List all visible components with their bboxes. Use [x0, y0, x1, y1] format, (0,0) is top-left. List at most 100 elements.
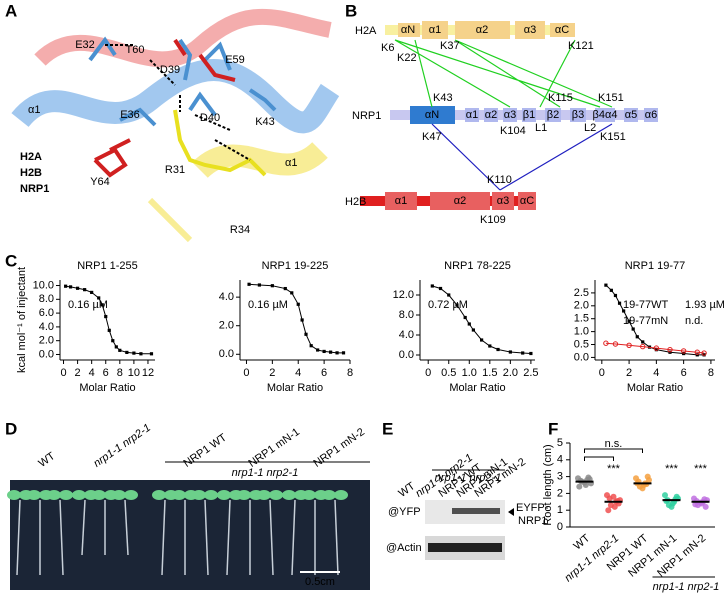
x-axis-label: Molar Ratio	[627, 382, 683, 394]
root	[204, 499, 209, 576]
leaf	[204, 490, 218, 500]
domain-label: α3	[497, 195, 509, 207]
leaf	[192, 490, 206, 500]
panel-label: B	[345, 1, 357, 20]
site-label: K151	[600, 131, 626, 143]
band-label: EYFP-	[516, 502, 549, 514]
site-label: K109	[480, 214, 506, 226]
data-point	[247, 282, 251, 286]
domain-label: αC	[520, 195, 534, 207]
kd-label: 0.16 µM	[68, 299, 108, 311]
kd-label: 0.16 µM	[248, 299, 288, 311]
domain-map-art	[360, 21, 658, 210]
root	[81, 499, 86, 556]
domain-label: β4α4	[593, 109, 618, 121]
site-label: K121	[568, 40, 594, 52]
panel-label: E	[382, 419, 393, 438]
y-tick-label: 0.0	[219, 348, 234, 360]
site-label: K151	[598, 92, 624, 104]
domain-label: α6	[645, 109, 657, 121]
x-axis-label: Molar Ratio	[267, 382, 323, 394]
x-tick-label: 2.0	[503, 367, 518, 379]
chart-title: NRP1 78-225	[444, 260, 511, 272]
x-tick-label: 2	[626, 367, 632, 379]
leaf	[334, 490, 348, 500]
domain-label: α1	[429, 24, 441, 36]
data-point	[702, 503, 709, 510]
legend-label: H2B	[20, 167, 42, 179]
seedling-photo	[7, 480, 370, 590]
residue-label: R31	[165, 164, 185, 176]
domain-label: α1	[466, 109, 478, 121]
panel-label: D	[5, 419, 17, 438]
domain-label: αN	[401, 24, 415, 36]
leaf	[152, 490, 166, 500]
residue-label: E32	[75, 39, 95, 51]
x-tick-label: 1.0	[462, 367, 477, 379]
leaf	[112, 490, 126, 500]
domain-label: α2	[454, 195, 466, 207]
site-label: K6	[381, 42, 394, 54]
domain-label: αC	[555, 24, 569, 36]
domain-label: β1	[523, 109, 535, 121]
y-tick-label: 2.0	[39, 335, 54, 347]
x-tick-label: 8	[708, 367, 714, 379]
x-tick-label: 2	[269, 367, 275, 379]
bracket	[584, 448, 643, 461]
y-tick-label: 6.0	[39, 307, 54, 319]
x-axis-label: Molar Ratio	[449, 382, 505, 394]
domain-label: α5	[625, 109, 637, 121]
genotype-label: NRP1 mN-1	[247, 426, 302, 470]
x-tick-label: 2	[75, 367, 81, 379]
site-label: K110	[487, 174, 512, 186]
y-tick-label: 2.5	[574, 287, 589, 299]
root	[291, 499, 296, 576]
x-tick-label: 2.5	[523, 367, 538, 379]
data-point	[692, 501, 699, 508]
fit-line	[605, 284, 705, 356]
legend-label: 19-77mN	[623, 315, 668, 327]
protein-name: H2A	[355, 25, 377, 37]
protein-name: H2B	[345, 196, 366, 208]
leaf	[92, 490, 106, 500]
y-tick-label: 10.0	[33, 279, 54, 291]
legend-label: NRP1	[20, 183, 49, 195]
residue-label: D40	[200, 112, 220, 124]
y-tick-label: 2	[557, 487, 563, 499]
leaf	[124, 490, 138, 500]
structure-art	[11, 8, 340, 243]
y-tick-label: 5	[557, 437, 563, 449]
root	[124, 499, 129, 556]
blot	[425, 500, 514, 560]
x-tick-label: 1.5	[482, 367, 497, 379]
fit-line	[65, 285, 152, 355]
domain-label: αN	[425, 109, 439, 121]
y-tick-label: 4.0	[219, 291, 234, 303]
x-tick-label: 10	[128, 367, 140, 379]
x-tick-label: 8	[117, 367, 123, 379]
y-tick-label: 0.0	[574, 351, 589, 363]
residue-label: K43	[255, 116, 275, 128]
y-tick-label: 1.5	[574, 313, 589, 325]
significance-label: ***	[607, 463, 621, 475]
y-tick-label: 3	[557, 471, 563, 483]
x-tick-label: 0	[60, 367, 66, 379]
site-label: L1	[535, 122, 547, 134]
leaf	[59, 490, 73, 500]
y-tick-label: 4.0	[39, 321, 54, 333]
domain-label: α1	[395, 195, 407, 207]
chart-title: NRP1 19-225	[262, 260, 329, 272]
x-tick-label: 6	[103, 367, 109, 379]
site-label: K37	[440, 40, 460, 52]
data-point	[576, 483, 583, 490]
data-point	[585, 474, 592, 481]
y-tick-label: 8.0	[39, 293, 54, 305]
significance-label: n.s.	[605, 438, 623, 450]
x-tick-label: 4	[653, 367, 659, 379]
x-tick-label: 8	[347, 367, 353, 379]
domain-label: α3	[524, 24, 536, 36]
data-point	[662, 492, 668, 499]
fit-line	[605, 342, 705, 354]
domain-label: α2	[485, 109, 497, 121]
